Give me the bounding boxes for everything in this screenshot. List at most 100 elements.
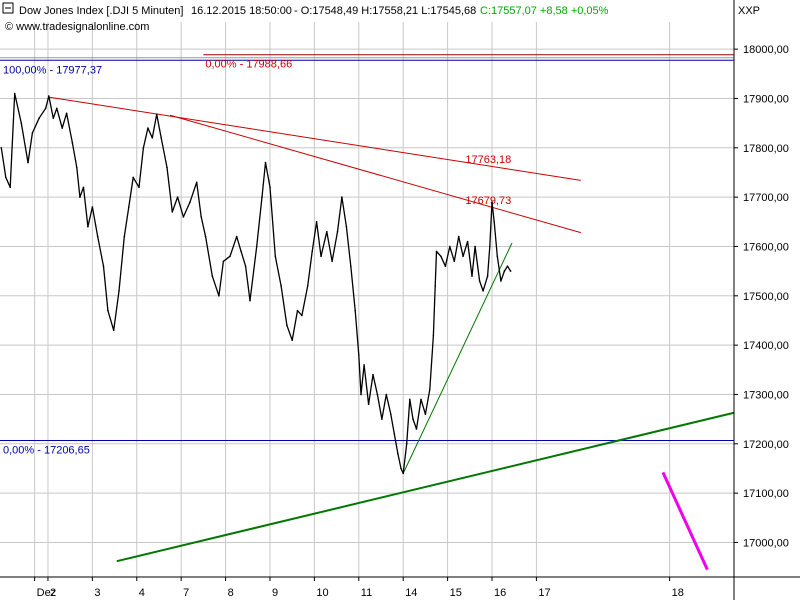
price-point-39 [195, 181, 198, 184]
price-point-16 [79, 196, 81, 198]
price-point-57 [291, 339, 294, 342]
price-point-41 [204, 235, 207, 238]
price-point-40 [200, 216, 202, 218]
price-point-28 [138, 186, 140, 189]
price-point-100 [466, 240, 469, 243]
price-point-54 [274, 255, 277, 258]
header-datetime: 16.12.2015 18:50:00 [191, 5, 292, 17]
y-tick-label-3: 17300,00 [743, 389, 789, 401]
channel-line [661, 471, 709, 571]
price-point-89 [424, 413, 427, 416]
price-point-81 [397, 452, 399, 455]
price-point-75 [372, 373, 374, 376]
price-point-15 [76, 166, 78, 169]
price-point-85 [409, 398, 411, 401]
fib-level-label-0: 100,00% - 17977,37 [3, 64, 102, 76]
price-point-90 [429, 388, 431, 391]
upper-level-label: 0,00% - 17988,66 [205, 59, 292, 71]
price-point-46 [235, 235, 238, 238]
price-point-22 [107, 309, 109, 312]
price-point-10 [52, 117, 55, 119]
price-point-29 [142, 147, 145, 149]
price-point-11 [56, 107, 58, 110]
price-point-76 [376, 393, 379, 396]
price-point-68 [345, 225, 348, 228]
price-point-7 [38, 117, 40, 119]
price-point-92 [434, 285, 437, 287]
price-point-72 [360, 393, 362, 396]
y-axis-ticks: 17000,00 17100,00 17200,00 17300,00 17400,00… [734, 44, 789, 549]
price-point-60 [306, 285, 309, 287]
x-tick-label-9: 14 [405, 587, 417, 599]
price-point-96 [449, 245, 451, 248]
axis-code: XXP [738, 5, 760, 17]
x-tick-label-12: 17 [538, 587, 550, 599]
y-tick-label-10: 18000,00 [743, 44, 789, 56]
x-tick-label-5: 8 [228, 587, 234, 599]
price-point-108 [493, 221, 496, 223]
price-point-109 [496, 255, 499, 258]
price-point-79 [390, 413, 392, 416]
price-point-26 [128, 206, 130, 208]
price-point-17 [82, 186, 85, 189]
x-tick-label-6: 9 [272, 587, 278, 599]
price-point-82 [400, 467, 402, 470]
y-tick-label-0: 17000,00 [743, 537, 789, 549]
price-point-23 [112, 329, 115, 332]
price-point-91 [432, 334, 435, 337]
price-point-80 [393, 433, 396, 435]
price-point-97 [453, 260, 456, 263]
price-point-66 [336, 230, 339, 233]
header-ohlc: - O:17548,49 H:17558,21 L:17545,68 [294, 5, 476, 17]
price-point-37 [182, 216, 185, 218]
price-point-58 [296, 309, 299, 312]
fibonacci-levels: 100,00% - 17977,37 0,00% - 17206,65 0,00% … [0, 54, 734, 457]
x-tick-label-10: 15 [450, 587, 462, 599]
price-point-113 [509, 270, 512, 272]
price-point-42 [211, 275, 214, 277]
price-point-21 [102, 265, 105, 268]
price-series [0, 92, 512, 475]
price-point-84 [405, 443, 408, 445]
price-point-70 [354, 309, 357, 312]
price-point-38 [189, 201, 191, 203]
trend-lines: 17763,18 17679,73 [47, 96, 735, 571]
price-point-62 [315, 221, 318, 223]
y-tick-label-2: 17200,00 [743, 439, 789, 451]
price-point-4 [20, 122, 23, 124]
price-point-25 [123, 235, 126, 238]
price-point-53 [269, 186, 271, 189]
price-point-105 [486, 275, 489, 277]
watermark: © www.tradesignalonline.com [5, 21, 149, 33]
price-point-47 [240, 250, 242, 253]
price-point-101 [471, 275, 473, 277]
price-point-9 [48, 95, 50, 97]
support-line-1 [402, 242, 513, 474]
price-point-95 [444, 265, 447, 268]
price-point-78 [385, 393, 388, 396]
price-point-30 [147, 127, 149, 129]
price-point-49 [249, 299, 251, 302]
price-point-35 [171, 211, 174, 213]
price-point-86 [412, 418, 414, 420]
price-point-73 [363, 364, 365, 366]
price-point-27 [132, 176, 134, 179]
price-point-48 [244, 265, 247, 268]
fib-level-label-1: 0,00% - 17206,65 [3, 445, 90, 457]
price-point-55 [280, 285, 282, 287]
x-tick-label-4: 7 [183, 587, 189, 599]
price-point-102 [474, 245, 476, 248]
price-point-59 [301, 314, 303, 317]
y-tick-label-6: 17600,00 [743, 241, 789, 253]
price-point-44 [222, 260, 225, 263]
x-tick-label-7: 10 [316, 587, 328, 599]
price-point-1 [5, 176, 7, 179]
price-point-63 [320, 255, 322, 258]
price-point-14 [71, 142, 74, 144]
price-point-0 [0, 147, 3, 149]
header-instrument: Dow Jones Index [.DJI 5 Minuten] [19, 5, 183, 17]
